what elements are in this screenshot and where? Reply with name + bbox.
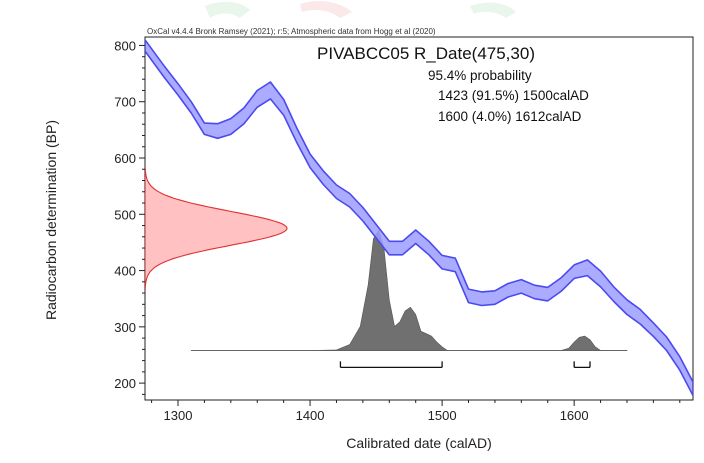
range-bracket-1	[339, 361, 443, 369]
plot-content	[145, 39, 693, 397]
measurement-distribution	[145, 167, 288, 290]
y-tick-label: 400	[114, 264, 136, 279]
range-1-label: 1423 (91.5%) 1500calAD	[438, 88, 589, 103]
calibration-curve-band	[145, 39, 693, 397]
x-axis: 1300 1400 1500 1600	[151, 400, 681, 423]
chart-title: PIVABCC05 R_Date(475,30)	[317, 44, 535, 63]
y-tick-label: 200	[114, 376, 136, 391]
x-axis-label: Calibrated date (calAD)	[346, 435, 492, 451]
x-tick-label: 1400	[296, 408, 325, 423]
probability-heading: 95.4% probability	[428, 68, 532, 83]
x-tick-label: 1500	[428, 408, 457, 423]
posterior-distribution	[190, 229, 628, 351]
y-tick-label: 700	[114, 95, 136, 110]
chart-credit: OxCal v4.4.4 Bronk Ramsey (2021); r:5; A…	[147, 27, 436, 36]
plot-area	[145, 39, 693, 397]
range-2-label: 1600 (4.0%) 1612calAD	[438, 109, 582, 124]
y-tick-label: 800	[114, 38, 136, 53]
y-tick-label: 500	[114, 207, 136, 222]
y-tick-label: 600	[114, 151, 136, 166]
range-bracket-2	[573, 361, 591, 369]
x-tick-label: 1600	[560, 408, 589, 423]
x-tick-label: 1300	[164, 408, 193, 423]
y-tick-label: 300	[114, 320, 136, 335]
y-axis: 200 300 400 500 600 700 800	[114, 38, 145, 395]
y-axis-label: Radiocarbon determination (BP)	[43, 120, 59, 320]
background-watermark	[205, 1, 516, 19]
